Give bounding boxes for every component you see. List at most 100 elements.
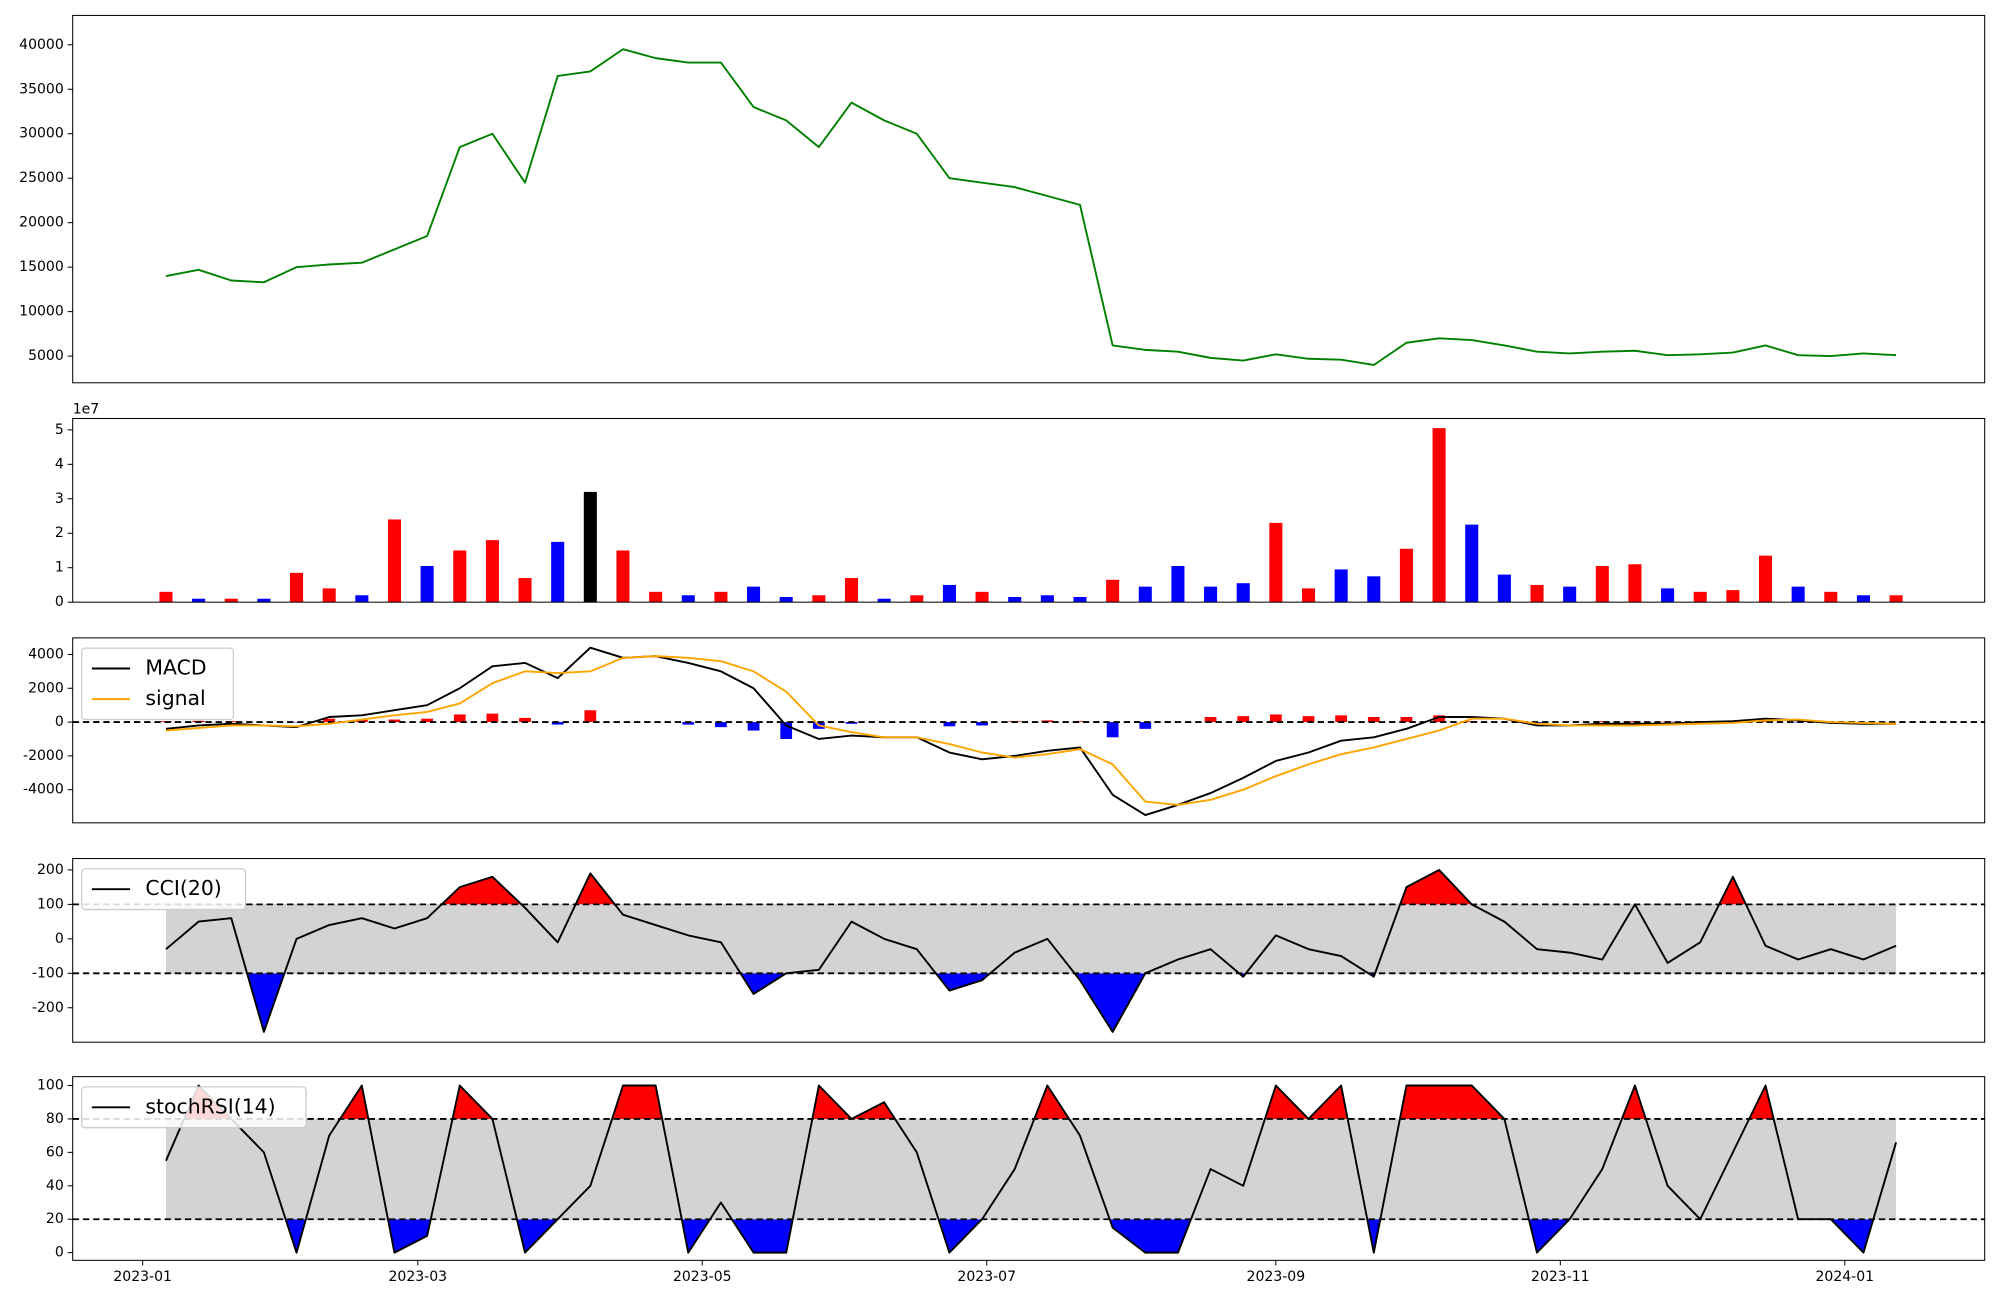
volume-bar [1400,549,1413,602]
y-tick-label: 25000 [19,170,64,186]
volume-bar [1596,566,1609,602]
volume-bar [649,592,662,602]
volume-bar [1465,525,1478,603]
histogram-bar [1107,722,1119,737]
volume-bar [257,599,270,602]
y-tick-label: 5000 [28,348,64,364]
y-tick-label: -200 [32,1000,64,1016]
axes-frame [73,638,1985,823]
volume-bar [780,597,793,602]
volume-bar [1628,564,1641,602]
y-tick-label: 0 [55,1245,64,1261]
volume-bar [682,595,695,602]
legend-label: CCI(20) [145,876,221,900]
volume-bar [1726,590,1739,602]
neutral-band [166,904,1896,973]
y-tick-label: 60 [46,1144,64,1160]
volume-bar [355,595,368,602]
volume-bar [1759,556,1772,603]
volume-bar [1890,595,1903,602]
y-tick-label: 40000 [19,37,64,53]
axes-frame [73,418,1985,602]
series-line [166,49,1896,365]
y-tick-label: 5 [55,422,64,438]
y-tick-label: 10000 [19,304,64,320]
y-tick-label: 4 [55,456,64,472]
volume-bar [747,587,760,603]
volume-bar [1563,587,1576,603]
volume-bar [453,550,466,602]
histogram-bar [487,714,499,722]
panel: -200 -100 0 100 200 CCI(20) [32,859,1985,1043]
volume-bar [1857,595,1870,602]
x-tick-label: 2023-07 [957,1269,1016,1285]
y-tick-label: -2000 [23,748,64,764]
y-tick-label: 30000 [19,126,64,142]
x-tick-label: 2023-01 [113,1269,172,1285]
y-tick-label: 15000 [19,259,64,275]
volume-bar [1302,588,1315,602]
volume-bar [290,573,303,602]
volume-bar [616,550,629,602]
x-tick-label: 2024-01 [1816,1269,1875,1285]
y-tick-label: 2 [55,525,64,541]
volume-bar [551,542,564,602]
y-tick-label: 2000 [28,680,64,696]
volume-bar [1008,597,1021,602]
y-tick-label: 1 [55,560,64,576]
volume-bar [1106,580,1119,602]
y-tick-label: -100 [32,965,64,981]
y-tick-label: 40 [46,1178,64,1194]
volume-bar [976,592,989,602]
volume-bar [1661,588,1674,602]
y-tick-label: 200 [37,862,64,878]
x-tick-label: 2023-05 [673,1269,732,1285]
volume-bar [225,599,238,602]
y-tick-label: 0 [55,594,64,610]
panel: 0 20 40 60 80 100 2023-01 2023-03 2023-05 2023-07… [37,1077,1985,1285]
y-tick-label: 100 [37,896,64,912]
volume-bar [943,585,956,602]
y-tick-label: 20 [46,1211,64,1227]
volume-bar [192,599,205,602]
histogram-bar [748,722,760,730]
volume-bar [1498,575,1511,603]
volume-bar [845,578,858,602]
histogram-bar [1270,714,1282,722]
volume-bar [323,588,336,602]
series-line [166,656,1896,805]
volume-bar [388,519,401,602]
y-tick-label: 4000 [28,646,64,662]
x-tick-label: 2023-03 [389,1269,448,1285]
volume-bar [519,578,532,602]
volume-bar [1073,597,1086,602]
volume-bar [1269,523,1282,602]
y-tick-label: 100 [37,1078,64,1094]
x-tick-label: 2023-09 [1247,1269,1306,1285]
volume-bar [812,595,825,602]
volume-bar [1171,566,1184,602]
legend-label: stochRSI(14) [145,1094,275,1118]
y-tick-label: 0 [55,931,64,947]
y-tick-label: 0 [55,714,64,730]
neutral-band [166,1119,1896,1219]
legend-label: MACD [145,655,206,679]
volume-bar [910,595,923,602]
volume-bar [159,592,172,602]
volume-bar [878,599,891,602]
y-tick-label: 3 [55,491,64,507]
y-tick-label: -4000 [23,782,64,798]
axes-frame [73,15,1985,382]
volume-bar [1694,592,1707,602]
volume-bar [421,566,434,602]
volume-bar [486,540,499,602]
y-tick-label: 80 [46,1111,64,1127]
histogram-bar [1139,722,1151,729]
volume-bar [1433,428,1446,602]
volume-bar [1792,587,1805,603]
x-tick-label: 2023-11 [1531,1269,1590,1285]
volume-bar [1530,585,1543,602]
